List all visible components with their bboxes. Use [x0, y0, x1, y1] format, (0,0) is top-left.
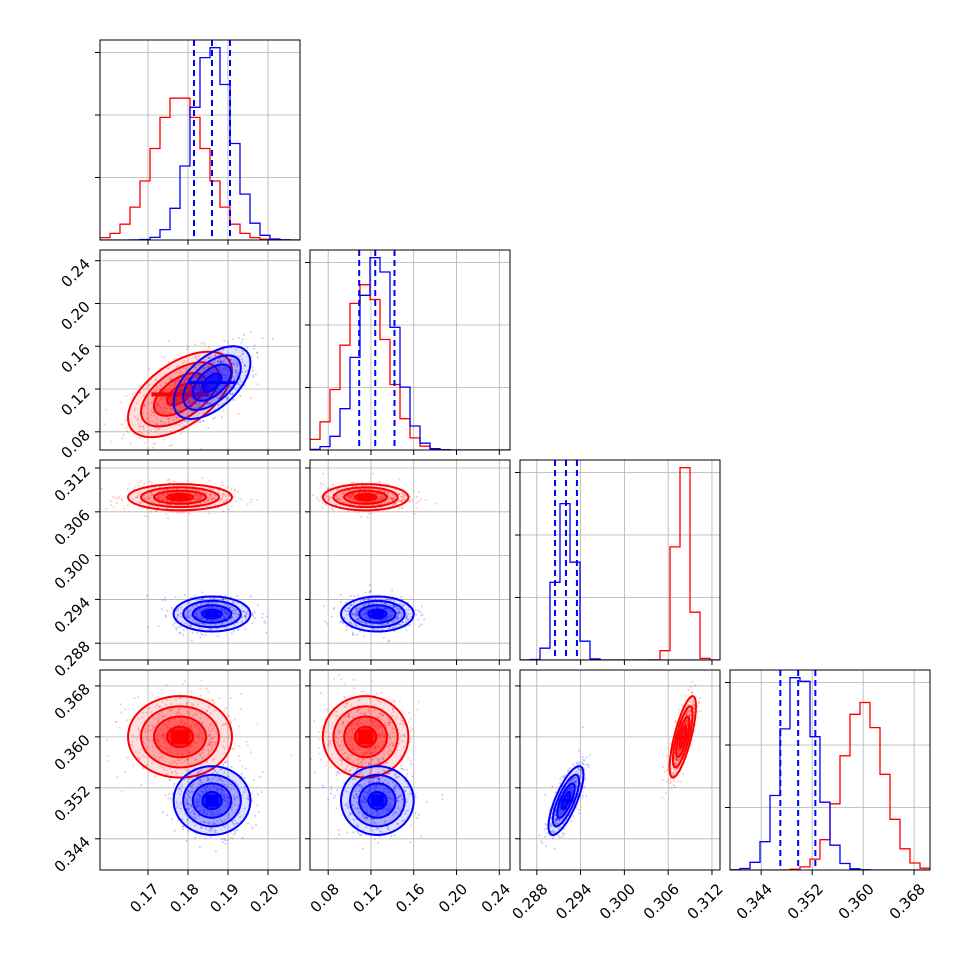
density-peak-series-1 — [559, 799, 574, 802]
y-tick-label-1: 0.294 — [51, 594, 94, 637]
density-peak-series-1 — [371, 611, 384, 617]
density-peak-series-0 — [171, 730, 189, 744]
y-tick-label-1: 0.352 — [51, 782, 94, 825]
y-tick-label-3: 0.306 — [51, 506, 94, 549]
density-peak-series-0 — [171, 495, 189, 500]
x-tick-label-1: 0.12 — [349, 880, 385, 916]
x-tick-label-3: 0.20 — [246, 880, 282, 916]
y-tick-label-0: 0.08 — [57, 426, 93, 462]
panel-2-2 — [515, 460, 720, 665]
density-peak-series-0 — [358, 730, 373, 744]
y-tick-label-2: 0.16 — [57, 340, 93, 376]
y-tick-label-2: 0.300 — [51, 550, 94, 593]
x-tick-label-0: 0.288 — [508, 880, 551, 923]
density-peak-series-1 — [188, 381, 236, 384]
histogram-series-0 — [100, 98, 300, 240]
panel-1-0: 0.08 0.12 0.16 0.20 0.24 — [57, 250, 300, 468]
y-tick-label-0: 0.344 — [51, 833, 94, 876]
x-tick-label-2: 0.360 — [835, 880, 878, 923]
x-tick-label-0: 0.17 — [126, 880, 162, 916]
x-tick-label-1: 0.352 — [784, 880, 827, 923]
x-tick-label-0: 0.344 — [733, 880, 776, 923]
density-peak-series-1 — [205, 795, 218, 807]
panel-1-1 — [305, 250, 510, 455]
density-peak-series-0 — [674, 736, 691, 739]
panel-2-1 — [305, 460, 510, 665]
y-tick-label-4: 0.312 — [51, 462, 94, 505]
x-tick-label-1: 0.294 — [552, 880, 595, 923]
y-tick-label-1: 0.12 — [57, 383, 93, 419]
x-tick-label-1: 0.18 — [166, 880, 202, 916]
x-tick-label-2: 0.19 — [206, 880, 242, 916]
x-tick-label-2: 0.300 — [596, 880, 639, 923]
y-tick-label-3: 0.368 — [51, 680, 94, 723]
x-tick-label-4: 0.312 — [684, 880, 727, 923]
x-tick-label-3: 0.20 — [435, 880, 471, 916]
y-tick-label-3: 0.20 — [57, 298, 93, 334]
y-tick-label-4: 0.24 — [57, 255, 93, 291]
y-tick-label-2: 0.360 — [51, 731, 94, 774]
density-peak-series-0 — [358, 495, 373, 500]
x-tick-label-0: 0.08 — [307, 880, 343, 916]
y-tick-label-0: 0.288 — [51, 637, 94, 680]
density-peak-series-1 — [371, 795, 384, 807]
x-tick-label-2: 0.16 — [392, 880, 428, 916]
panel-0-0 — [95, 40, 300, 245]
x-tick-label-3: 0.368 — [886, 880, 929, 923]
density-peak-series-1 — [205, 611, 218, 617]
x-tick-label-3: 0.306 — [640, 880, 683, 923]
